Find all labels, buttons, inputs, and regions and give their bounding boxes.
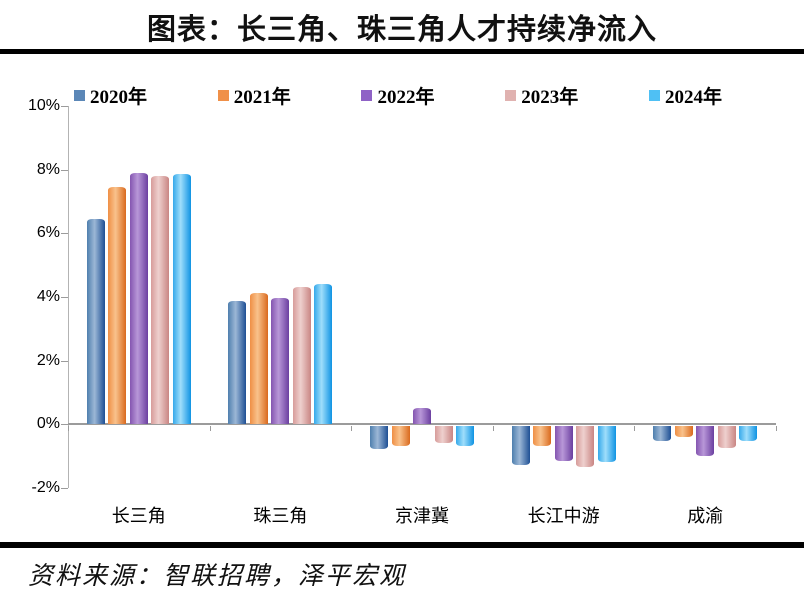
legend-label: 2021年 [233, 86, 291, 108]
legend-label: 2024年 [664, 86, 722, 108]
x-tick-mark [634, 426, 635, 431]
x-category-label-京津冀: 京津冀 [394, 506, 449, 526]
y-axis-line [68, 106, 69, 488]
legend-swatch-icon [74, 89, 85, 101]
footer-divider [0, 542, 804, 548]
legend-label: 2020年 [90, 86, 148, 108]
bar-2022年-长三角 [129, 172, 148, 424]
bar-2023年-珠三角 [292, 287, 311, 424]
x-category-label-珠三角: 珠三角 [253, 506, 308, 526]
bar-2021年-京津冀 [391, 425, 410, 447]
y-tick-label: 8% [36, 160, 60, 178]
legend-swatch-icon [648, 89, 660, 101]
x-tick-mark [493, 426, 494, 431]
y-tick-mark [61, 106, 68, 107]
bar-2024年-长三角 [172, 174, 191, 424]
bar-2021年-成渝 [674, 425, 693, 437]
y-tick-label: -2% [31, 479, 60, 496]
y-tick-mark [61, 297, 68, 298]
legend-label: 2023年 [521, 86, 579, 108]
bar-2024年-珠三角 [314, 283, 333, 424]
x-category-label-成渝: 成渝 [687, 506, 724, 526]
bar-2020年-成渝 [653, 425, 672, 442]
zero-axis-line [68, 423, 776, 425]
legend-item-2022年: 2022年 [361, 82, 434, 109]
x-tick-mark [68, 426, 69, 431]
y-tick-mark [61, 360, 68, 362]
y-tick-mark [61, 233, 68, 235]
bar-2022年-珠三角 [271, 298, 290, 424]
chart-legend: 2020年 2021年 2022年 2023年 2024年 [74, 82, 722, 109]
bar-2021年-珠三角 [249, 293, 268, 424]
y-tick-label: 6% [36, 224, 60, 242]
bar-2020年-珠三角 [228, 301, 247, 424]
legend-swatch-icon [505, 89, 517, 101]
y-tick-mark [61, 488, 68, 489]
bar-2024年-成渝 [739, 425, 758, 442]
y-tick-label: 2% [36, 351, 60, 369]
bar-2023年-长三角 [151, 175, 170, 424]
y-tick-label: 4% [36, 288, 60, 305]
bar-2020年-长三角 [86, 218, 105, 424]
bar-2022年-长江中游 [554, 425, 573, 461]
legend-item-2021年: 2021年 [217, 82, 291, 109]
y-tick-mark [61, 424, 68, 426]
bar-2023年-长江中游 [576, 425, 595, 467]
source-note: 资料来源：智联招聘，泽平宏观 [28, 563, 407, 590]
x-tick-mark [210, 426, 211, 431]
legend-item-2023年: 2023年 [505, 82, 578, 109]
bar-2023年-成渝 [717, 425, 736, 448]
legend-item-2024年: 2024年 [648, 82, 722, 109]
legend-swatch-icon [361, 89, 373, 101]
y-tick-label: 10% [27, 97, 60, 114]
bar-2024年-京津冀 [456, 425, 474, 447]
bar-2023年-京津冀 [434, 425, 453, 443]
bar-2024年-长江中游 [597, 425, 616, 463]
x-category-label-长江中游: 长江中游 [527, 506, 600, 526]
chart-title: 图表：长三角、珠三角人才持续净流入 [146, 14, 657, 46]
bar-2022年-成渝 [696, 425, 715, 456]
x-tick-mark [776, 426, 777, 431]
legend-item-2020年: 2020年 [74, 82, 147, 109]
bar-2020年-长江中游 [511, 425, 530, 466]
y-tick-label: 0% [36, 415, 60, 433]
legend-swatch-icon [217, 89, 229, 101]
x-tick-mark [351, 426, 352, 431]
legend-label: 2022年 [377, 86, 435, 108]
bar-2021年-长三角 [108, 186, 127, 424]
bar-2021年-长江中游 [533, 425, 552, 447]
title-divider [0, 49, 804, 54]
bar-2020年-京津冀 [370, 425, 388, 450]
x-category-label-长三角: 长三角 [111, 506, 166, 526]
y-tick-mark [61, 169, 68, 171]
bar-2022年-京津冀 [413, 408, 431, 424]
plot-area [61, 106, 777, 489]
